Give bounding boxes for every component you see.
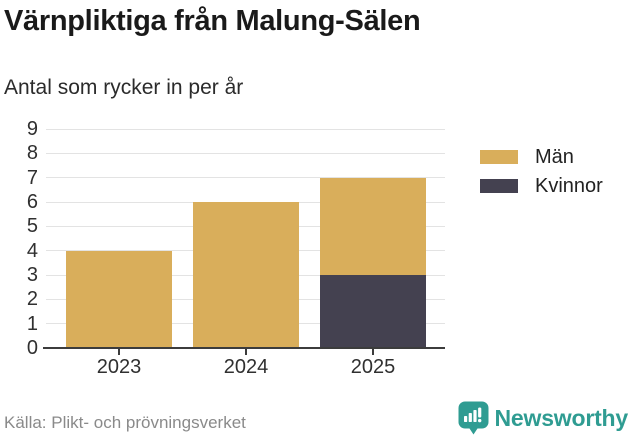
bar-2023-män — [66, 250, 172, 348]
bar-2024-män — [193, 202, 299, 348]
gridline-y-7 — [46, 177, 445, 179]
bar-2025-kvinnor — [320, 275, 426, 348]
legend-swatch-män — [480, 150, 518, 164]
legend-swatch-kvinnor — [480, 179, 518, 193]
x-tick-2023 — [118, 349, 120, 355]
y-tick-label-8: 8 — [26, 142, 38, 165]
gridline-y-8 — [46, 152, 445, 154]
gridline-y-9 — [46, 128, 445, 130]
bar-2025-män — [320, 177, 426, 275]
y-tick-label-4: 4 — [26, 239, 38, 262]
newsworthy-icon — [458, 401, 489, 435]
x-tick-2025 — [372, 349, 374, 355]
legend-item-kvinnor: Kvinnor — [480, 176, 603, 196]
y-tick-label-1: 1 — [26, 312, 38, 335]
x-axis-line — [43, 347, 445, 349]
legend-item-män: Män — [480, 147, 603, 167]
y-tick-label-2: 2 — [26, 288, 38, 311]
plot-area — [46, 128, 445, 348]
x-tick-label-2025: 2025 — [350, 356, 396, 378]
x-tick-2024 — [245, 349, 247, 355]
y-tick-label-3: 3 — [26, 264, 38, 286]
y-tick-label-0: 0 — [26, 337, 38, 359]
newsworthy-logo[interactable]: Newsworthy — [458, 401, 628, 435]
y-tick-label-5: 5 — [26, 215, 38, 238]
y-tick-label-9: 9 — [26, 118, 38, 140]
legend: Män Kvinnor — [480, 147, 603, 205]
legend-label-kvinnor: Kvinnor — [535, 175, 603, 197]
newsworthy-wordmark: Newsworthy — [494, 404, 629, 431]
x-tick-label-2023: 2023 — [96, 356, 142, 378]
x-tick-label-2024: 2024 — [223, 356, 269, 378]
y-tick-label-7: 7 — [26, 166, 38, 189]
chart-title: Värnpliktiga från Malung-Sälen — [4, 5, 421, 37]
source-note: Källa: Plikt- och prövningsverket — [4, 413, 246, 432]
legend-label-män: Män — [535, 146, 574, 168]
y-tick-label-6: 6 — [26, 191, 38, 213]
chart-subtitle: Antal som rycker in per år — [4, 76, 244, 99]
